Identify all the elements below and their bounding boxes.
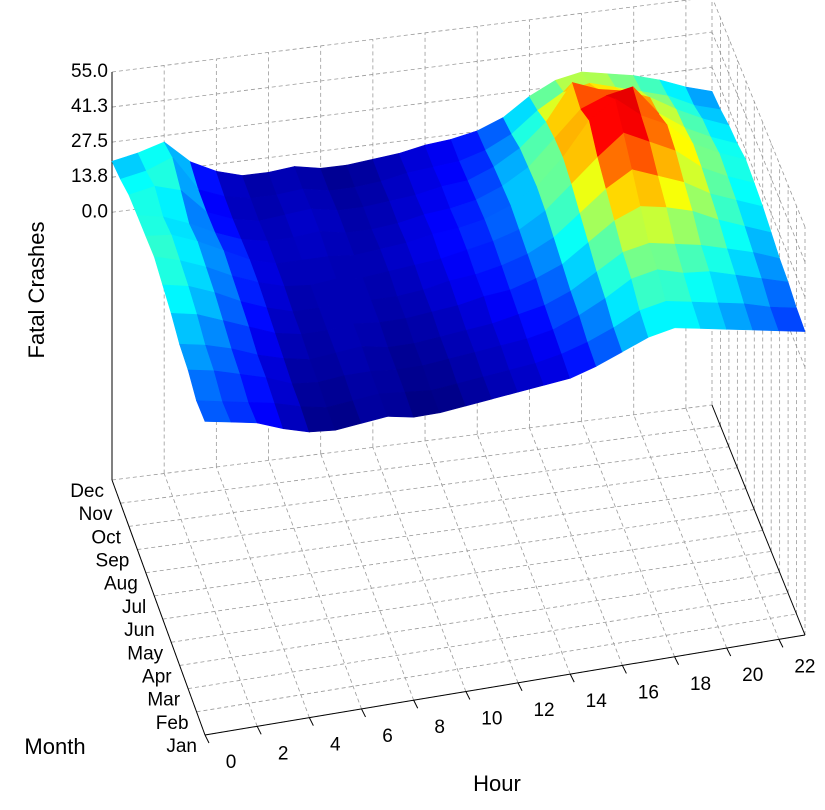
surface-cell xyxy=(770,306,806,332)
axis-line xyxy=(204,634,806,736)
tick-mark xyxy=(308,717,314,726)
y-tick-label: Dec xyxy=(70,481,104,502)
grid-line xyxy=(145,488,746,574)
grid-line xyxy=(154,509,755,597)
x-tick-label: 2 xyxy=(278,743,289,764)
grid-line xyxy=(476,434,571,675)
grid-line xyxy=(685,408,780,640)
y-tick-label: Nov xyxy=(79,504,113,525)
axis-line xyxy=(111,479,206,736)
grid-line xyxy=(162,530,763,620)
y-tick-label: Apr xyxy=(142,666,172,687)
grid-line xyxy=(188,592,789,690)
y-tick-label: Aug xyxy=(104,574,138,595)
x-axis-title: Hour xyxy=(473,771,521,796)
tick-mark xyxy=(204,734,210,744)
grid-line xyxy=(372,447,467,692)
y-tick-label: Jun xyxy=(124,620,155,641)
x-tick-label: 6 xyxy=(382,726,393,747)
y-tick-label: Sep xyxy=(96,551,130,572)
tick-mark xyxy=(674,656,680,665)
x-tick-label: 22 xyxy=(794,656,815,677)
z-tick-label: 27.5 xyxy=(71,131,108,152)
tick-mark xyxy=(465,691,471,700)
grid-line xyxy=(529,427,623,666)
axis-line xyxy=(711,404,806,636)
tick-mark xyxy=(517,682,523,692)
grid-line xyxy=(111,101,713,178)
grid-line xyxy=(137,467,738,550)
grid-line xyxy=(120,425,721,504)
x-tick-label: 16 xyxy=(638,682,659,703)
x-tick-label: 10 xyxy=(481,709,502,730)
grid-line xyxy=(268,460,362,710)
y-tick-label: Jul xyxy=(122,597,146,618)
grid-line xyxy=(320,453,415,701)
y-axis-title: Month xyxy=(24,734,85,759)
grid-line xyxy=(196,613,797,713)
z-tick-label: 41.3 xyxy=(71,96,108,117)
grid-line xyxy=(111,404,713,481)
z-axis-title: Fatal Crashes xyxy=(24,222,49,359)
x-tick-label: 14 xyxy=(586,691,608,712)
grid-line xyxy=(711,31,806,263)
surface xyxy=(111,71,806,433)
y-tick-label: Mar xyxy=(147,690,180,711)
tick-mark xyxy=(778,639,784,648)
x-tick-label: 0 xyxy=(226,752,237,773)
x-tick-label: 8 xyxy=(434,717,445,738)
z-tick-label: 0.0 xyxy=(82,201,108,222)
grid-line xyxy=(179,571,780,666)
grid-line xyxy=(711,66,806,298)
z-tick-label: 55.0 xyxy=(71,61,108,82)
x-tick-label: 4 xyxy=(330,735,341,756)
tick-mark xyxy=(256,726,262,735)
grid-line xyxy=(424,440,519,683)
grid-line xyxy=(581,421,675,657)
grid-line xyxy=(111,66,713,143)
tick-mark xyxy=(726,647,732,657)
grid-line xyxy=(712,0,806,228)
grid-line xyxy=(111,31,713,108)
x-tick-label: 18 xyxy=(690,674,711,695)
grid-line xyxy=(163,473,258,727)
tick-mark xyxy=(361,708,366,718)
tick-mark xyxy=(569,673,575,683)
y-tick-label: Feb xyxy=(156,713,189,734)
tick-mark xyxy=(413,699,419,709)
x-tick-label: 12 xyxy=(533,700,554,721)
grid-line xyxy=(111,0,692,73)
grid-line xyxy=(171,550,772,643)
labels: Fatal Crashes Month Hour 0 2 4 6 8 10 12 14 16 18… xyxy=(24,61,816,796)
y-tick-label: Jan xyxy=(166,736,197,757)
grid-line xyxy=(215,466,310,718)
grid-line xyxy=(128,446,729,527)
tick-mark xyxy=(621,665,627,674)
y-tick-label: May xyxy=(127,643,163,664)
z-tick-label: 13.8 xyxy=(71,166,108,187)
x-tick-label: 20 xyxy=(742,665,763,686)
y-tick-label: Oct xyxy=(91,527,121,548)
grid-line xyxy=(633,414,728,649)
